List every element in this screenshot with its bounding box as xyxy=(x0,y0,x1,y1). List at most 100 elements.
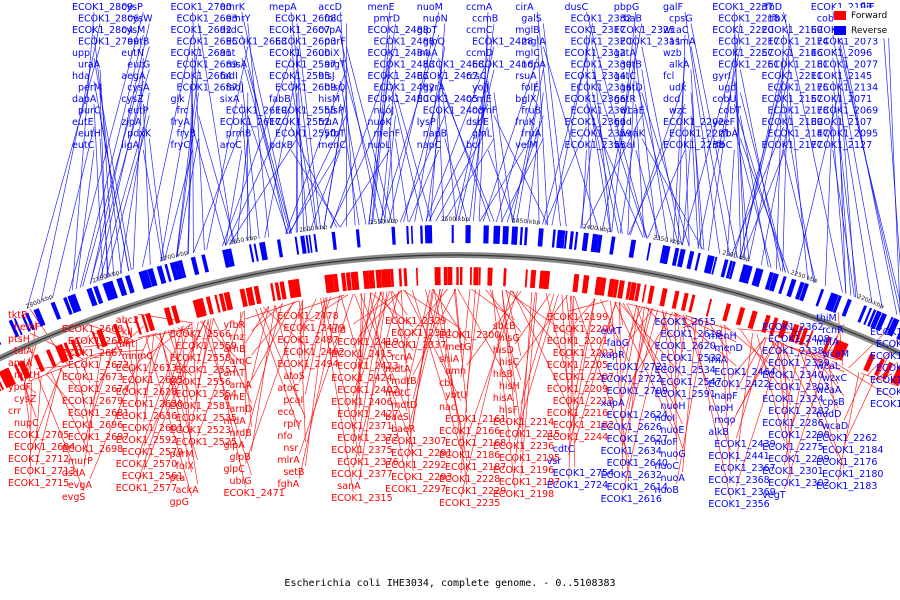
reverse-gene-label: menE xyxy=(368,2,395,13)
reverse-gene-label: ECOK1_2175 xyxy=(768,83,829,94)
reverse-gene-label: aegA xyxy=(121,71,146,82)
forward-leader-line xyxy=(675,313,683,353)
forward-leader-line xyxy=(137,323,191,483)
forward-gene-label: mlrA xyxy=(277,455,300,466)
forward-gene-label: ubiG xyxy=(230,476,252,487)
scale-label: 2500 kbp xyxy=(441,216,469,223)
reverse-leader-line xyxy=(506,115,544,223)
forward-feature-glyph xyxy=(91,331,100,350)
forward-gene-label: ECOK1_2715 xyxy=(8,478,69,489)
reverse-gene-label: cysA xyxy=(127,83,150,94)
reverse-feature-glyph xyxy=(738,264,749,283)
forward-gene-label: ECOK1_2713 xyxy=(14,466,75,477)
reverse-feature-glyph xyxy=(751,267,763,287)
forward-leader-line xyxy=(320,297,354,493)
reverse-feature-glyph xyxy=(33,308,46,327)
reverse-gene-label: ECOK1_2709 xyxy=(607,386,668,397)
reverse-feature-glyph xyxy=(764,271,774,291)
forward-feature-glyph xyxy=(722,303,731,322)
reverse-leader-line xyxy=(206,46,249,250)
forward-gene-label: arnT xyxy=(224,368,246,379)
reverse-gene-label: ECOK1_2532 xyxy=(661,353,722,364)
forward-leader-line xyxy=(619,302,623,470)
reverse-gene-label: ECOK1_2486 xyxy=(374,37,435,48)
reverse-feature-glyph xyxy=(711,256,718,275)
reverse-gene-label: upp xyxy=(72,48,90,59)
reverse-gene-label: ECOK1_2314 xyxy=(565,71,626,82)
reverse-gene-label: pbpG xyxy=(614,2,639,13)
forward-feature-glyph xyxy=(544,270,551,290)
forward-leader-line xyxy=(46,374,85,420)
forward-feature-glyph xyxy=(628,282,637,301)
reverse-gene-label: nuoI xyxy=(655,413,676,424)
forward-leader-line xyxy=(83,352,102,468)
forward-feature-glyph xyxy=(805,330,814,348)
reverse-leader-line xyxy=(187,103,193,255)
reverse-gene-label: ECOK1_2691 xyxy=(171,48,232,59)
reverse-gene-label: nuoG xyxy=(661,449,686,460)
reverse-gene-label: ECOK1_2332 xyxy=(571,14,632,25)
forward-leader-line xyxy=(352,292,366,445)
reverse-leader-line xyxy=(409,149,440,223)
forward-leader-line xyxy=(843,379,875,445)
reverse-leader-line xyxy=(435,126,489,222)
reverse-gene-label: fruA xyxy=(521,129,541,140)
forward-leader-line xyxy=(457,288,516,393)
forward-feature-glyph xyxy=(403,268,408,287)
forward-leader-line xyxy=(340,295,360,361)
forward-leader-line xyxy=(200,321,246,368)
reverse-feature-glyph xyxy=(391,226,396,245)
forward-feature-glyph xyxy=(529,269,537,289)
reverse-leader-line xyxy=(536,34,548,225)
reverse-feature-glyph xyxy=(886,317,900,337)
reverse-feature-glyph xyxy=(502,226,509,245)
forward-leader-line xyxy=(202,320,252,476)
forward-leader-line xyxy=(614,301,677,437)
reverse-gene-label: napF xyxy=(714,391,737,402)
reverse-gene-label: ECOK1_2220 xyxy=(712,25,773,36)
forward-feature-glyph xyxy=(769,317,779,336)
reverse-feature-glyph xyxy=(756,269,764,288)
forward-feature-glyph xyxy=(58,343,69,362)
forward-leader-line xyxy=(783,351,808,466)
reverse-gene-label: eutG xyxy=(127,60,150,71)
forward-gene-label: ECOK1_2201 xyxy=(547,336,608,347)
forward-leader-line xyxy=(832,361,893,399)
reverse-leader-line xyxy=(438,103,444,222)
reverse-leader-line xyxy=(241,103,252,241)
forward-gene-label: talA xyxy=(14,346,33,357)
reverse-gene-label: ECOK1_2552 xyxy=(269,117,330,128)
reverse-gene-label: nuoB xyxy=(655,485,679,496)
forward-leader-line xyxy=(197,310,244,437)
forward-leader-line xyxy=(740,329,785,394)
reverse-gene-label: gatR xyxy=(614,94,637,105)
reverse-gene-label: gatB xyxy=(620,60,642,71)
reverse-leader-line xyxy=(176,138,199,258)
reverse-leader-line xyxy=(288,138,347,234)
reverse-feature-glyph xyxy=(743,265,753,284)
forward-leader-line xyxy=(837,372,860,481)
forward-feature-glyph xyxy=(287,279,296,299)
forward-feature-glyph xyxy=(327,274,335,293)
reverse-leader-line xyxy=(730,126,784,257)
forward-gene-label: ECOK1_2291 xyxy=(391,448,452,459)
forward-leader-line xyxy=(59,368,85,396)
forward-leader-line xyxy=(207,319,246,488)
forward-leader-line xyxy=(255,308,300,431)
forward-gene-label: ECOK1_2375 xyxy=(331,445,392,456)
forward-gene-label: ECOK1_2679 xyxy=(62,396,123,407)
reverse-gene-label: cysZ xyxy=(121,94,144,105)
forward-feature-glyph xyxy=(671,290,680,309)
reverse-leader-line xyxy=(726,149,735,256)
reverse-leader-line xyxy=(887,23,900,317)
forward-gene-label: ECOK1_2228 xyxy=(439,474,500,485)
reverse-gene-label: hisM xyxy=(318,94,340,105)
reverse-feature-glyph xyxy=(841,298,852,317)
reverse-gene-label: alkA xyxy=(669,60,690,71)
reverse-leader-line xyxy=(295,115,298,233)
forward-gene-label: arnC xyxy=(230,356,253,367)
reverse-gene-label: cobU xyxy=(712,94,736,105)
forward-leader-line xyxy=(412,288,456,376)
forward-gene-label: ECOK1_2694 xyxy=(14,442,75,453)
backbone xyxy=(0,225,900,392)
